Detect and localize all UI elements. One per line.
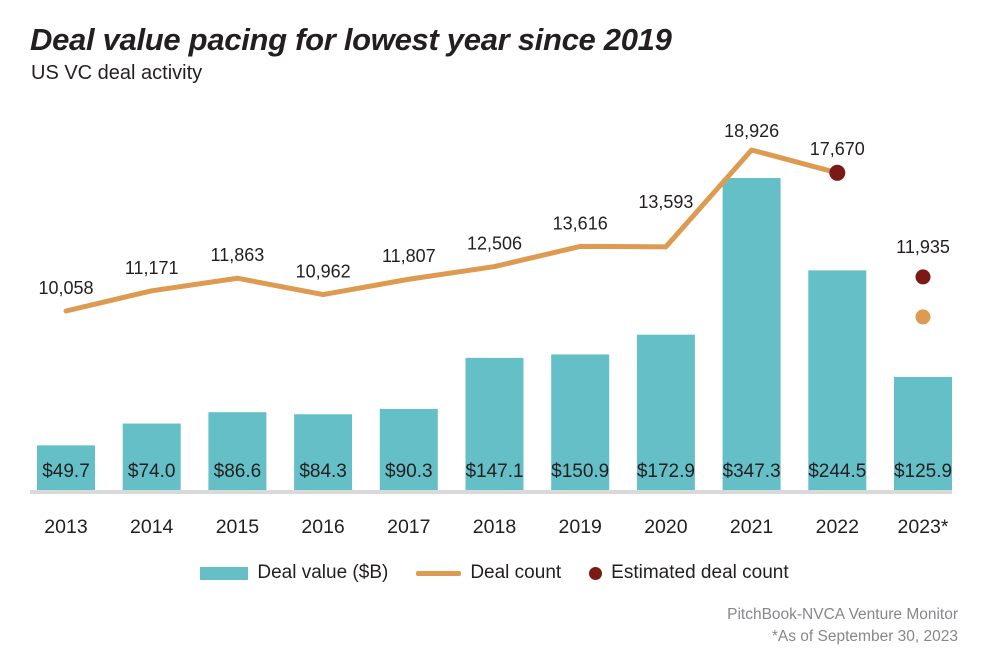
- x-axis-line: [30, 490, 952, 494]
- estimated-dot-icon: [589, 566, 603, 580]
- deal-count-label: 11,807: [382, 246, 436, 266]
- deal-value-label: $84.3: [299, 461, 347, 482]
- deal-count-label: 10,058: [38, 278, 93, 298]
- deal-value-bar: [122, 423, 181, 490]
- year-label: 2022: [816, 516, 859, 538]
- deal-count-label: 10,962: [296, 262, 351, 282]
- source-note: PitchBook-NVCA Venture Monitor *As of Se…: [727, 604, 958, 648]
- deal-value-label: $49.7: [42, 461, 90, 482]
- deal-value-label: $172.9: [637, 461, 695, 482]
- legend-label-deal-value: Deal value ($B): [257, 562, 389, 583]
- legend-item-estimated-deal-count: Estimated deal count: [589, 562, 789, 584]
- chart-title: Deal value pacing for lowest year since …: [30, 22, 672, 57]
- deal-value-bar: [208, 412, 267, 490]
- year-label: 2020: [644, 516, 688, 538]
- deal-value-label: $147.1: [465, 461, 523, 482]
- deal-value-bar: [894, 376, 952, 490]
- actual-pace-dot: [915, 309, 931, 325]
- deal-value-bar: [551, 354, 610, 490]
- legend-item-deal-value: Deal value ($B): [200, 562, 388, 584]
- legend-label-deal-count: Deal count: [470, 562, 562, 583]
- legend: Deal value ($B) Deal count Estimated dea…: [0, 559, 989, 587]
- deal-value-label: $86.6: [214, 461, 262, 482]
- estimated-deal-count-label: 11,935: [896, 237, 950, 257]
- deal-value-bar: [379, 408, 438, 490]
- legend-item-deal-count: Deal count: [416, 562, 561, 584]
- deal-value-label: $347.3: [723, 461, 781, 482]
- deal-count-label: 11,171: [125, 258, 179, 278]
- year-label: 2014: [130, 516, 174, 538]
- deal-value-bar: [294, 414, 353, 490]
- deal-count-line: [63, 147, 840, 314]
- deal-count-label: 13,593: [638, 192, 693, 212]
- estimated-deal-count-dot: [915, 269, 931, 285]
- year-label: 2016: [301, 516, 344, 538]
- legend-label-estimated-deal-count: Estimated deal count: [611, 562, 789, 583]
- chart-subtitle: US VC deal activity: [31, 62, 203, 84]
- deal-value-label: $74.0: [128, 461, 176, 482]
- year-label: 2021: [730, 516, 773, 538]
- deal-count-label: 18,926: [724, 121, 779, 141]
- deal-value-swatch-icon: [200, 566, 249, 580]
- year-label: 2023*: [898, 516, 949, 538]
- deal-value-label: $150.9: [551, 461, 609, 482]
- year-label: 2017: [387, 516, 430, 538]
- deal-count-label: 13,616: [553, 213, 608, 233]
- deal-value-bar: [465, 357, 524, 490]
- deal-value-bar: [808, 270, 867, 490]
- deal-value-label: $90.3: [385, 461, 433, 482]
- as-of-line: *As of September 30, 2023: [771, 628, 958, 645]
- deal-value-label: $244.5: [808, 461, 866, 482]
- deal-value-bar: [636, 334, 695, 490]
- estimated-deal-count-dot: [829, 164, 846, 181]
- year-label: 2013: [44, 516, 87, 538]
- deal-value-label: $125.9: [894, 461, 952, 482]
- deal-count-label: 11,863: [211, 245, 265, 265]
- deal-count-line-icon: [416, 570, 462, 576]
- source-line: PitchBook-NVCA Venture Monitor: [727, 606, 958, 623]
- year-label: 2019: [559, 516, 602, 538]
- year-label: 2015: [216, 516, 260, 538]
- estimated-deal-count-label: 17,670: [810, 139, 865, 159]
- deal-value-bar: [37, 445, 95, 490]
- year-label: 2018: [473, 516, 516, 538]
- deal-value-bar: [722, 178, 781, 490]
- deal-count-label: 12,506: [467, 234, 522, 254]
